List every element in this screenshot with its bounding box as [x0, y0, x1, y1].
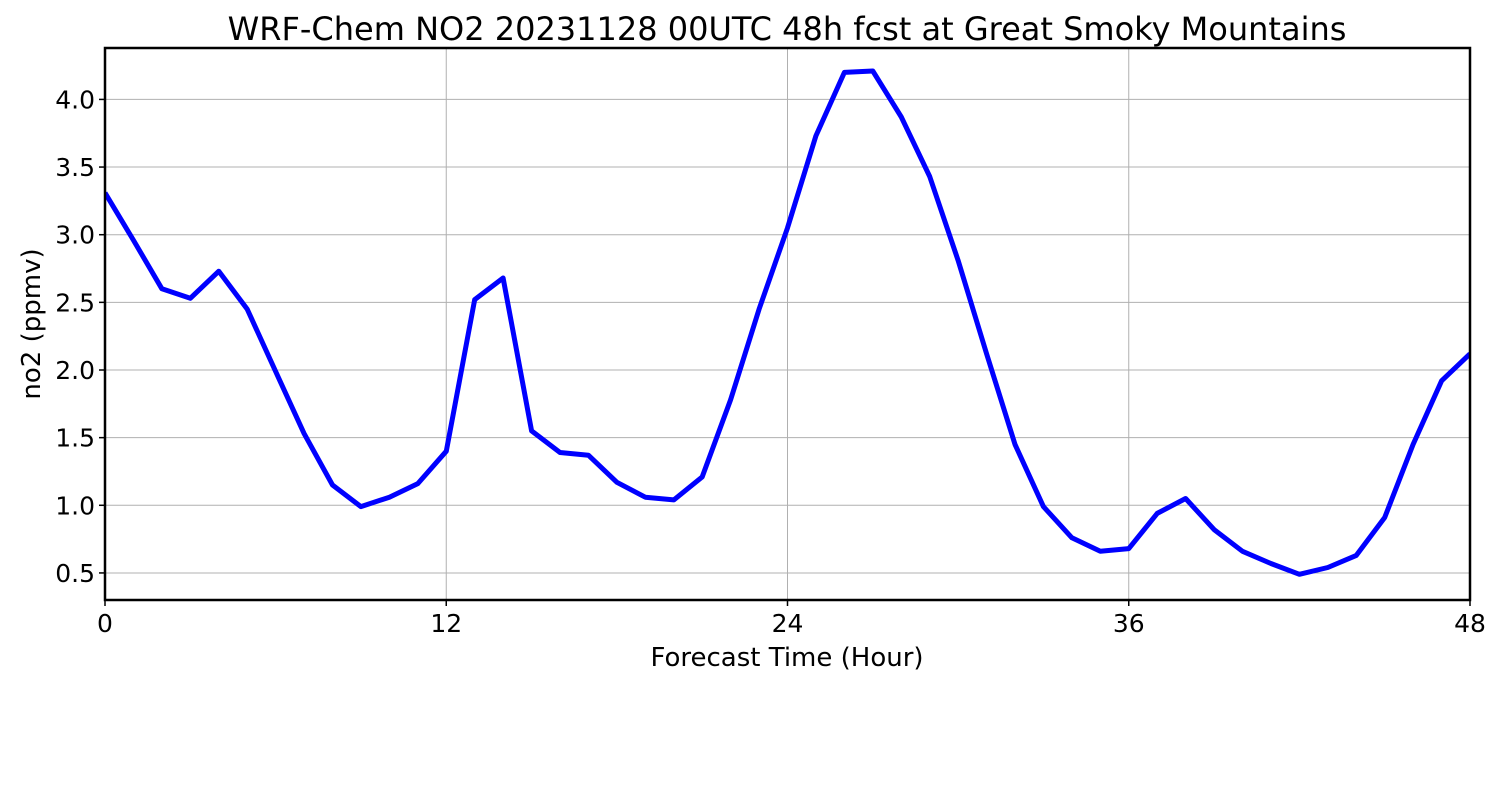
- chart-title: WRF-Chem NO2 20231128 00UTC 48h fcst at …: [228, 10, 1347, 48]
- y-tick-label: 0.5: [55, 559, 95, 588]
- grid-lines: [104, 48, 1471, 600]
- y-tick-label: 1.0: [55, 491, 95, 520]
- y-tick-label: 1.5: [55, 424, 95, 453]
- x-tick-label: 48: [1454, 609, 1486, 638]
- x-tick-label: 0: [97, 609, 113, 638]
- y-tick-label: 3.5: [55, 153, 95, 182]
- axis-ticks: 0 12 24 36 48 0.5 1.0 1.5 2.0 2.5 3.0 3.5 4.0: [55, 85, 1486, 638]
- y-tick-label: 3.0: [55, 221, 95, 250]
- y-tick-label: 2.0: [55, 356, 95, 385]
- x-tick-label: 24: [772, 609, 804, 638]
- x-axis-label: Forecast Time (Hour): [650, 643, 923, 673]
- series-line: [105, 68, 1470, 577]
- y-tick-label: 2.5: [55, 288, 95, 317]
- series-layer: [105, 68, 1470, 577]
- y-tick-label: 4.0: [55, 85, 95, 114]
- x-tick-label: 12: [430, 609, 462, 638]
- y-axis-label: no2 (ppmv): [17, 248, 47, 399]
- x-tick-label: 36: [1113, 609, 1145, 638]
